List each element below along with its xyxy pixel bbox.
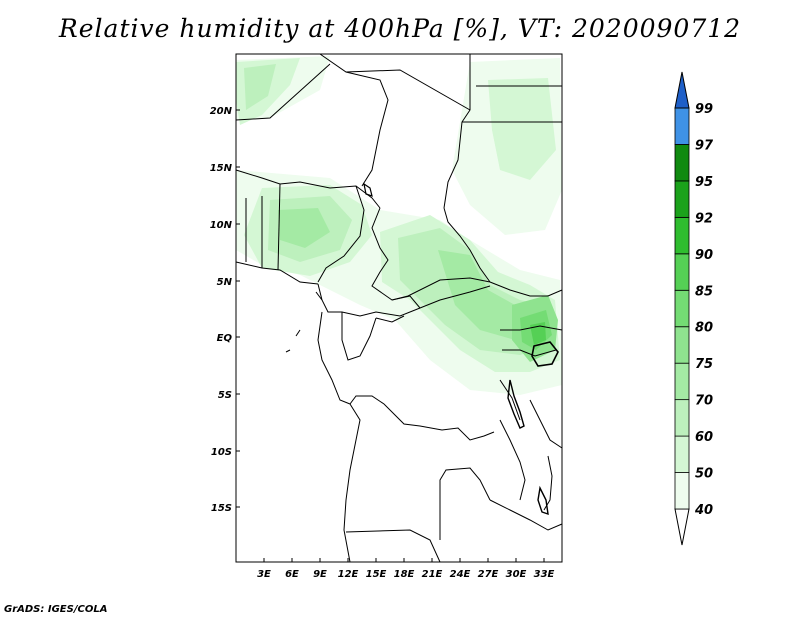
lat-label: 10N [210,220,233,231]
colorbar-label: 40 [694,503,713,518]
lon-label: 12E [338,569,359,580]
humidity-shading [236,56,562,395]
colorbar-box [674,326,690,364]
map-title: Relative humidity at 400hPa [%], VT: 202… [58,14,742,43]
colorbar-label: 95 [695,175,713,190]
lat-label: 15S [211,503,232,514]
colorbar-label: 97 [695,138,714,153]
colorbar: 40 50 60 70 75 80 85 90 92 95 97 99 [674,71,714,546]
lon-label: 9E [313,569,327,580]
colorbar-lower-arrow [674,508,690,546]
country-borders [235,53,563,563]
colorbar-label: 75 [695,357,713,372]
lon-label: 3E [257,569,271,580]
lon-labels: 3E 6E 9E 12E 15E 18E 21E 24E 27E 30E 33E [257,569,554,580]
lat-label: 5S [218,390,232,401]
colorbar-label: 50 [695,467,713,482]
lon-label: 21E [422,569,443,580]
colorbar-label: 80 [695,321,713,336]
colorbar-label: 92 [695,211,713,226]
lon-label: 18E [394,569,415,580]
colorbar-box [674,107,690,145]
colorbar-label: 85 [695,284,713,299]
lat-label: 15N [210,163,233,174]
lat-label: EQ [217,333,233,344]
colorbar-box [674,289,690,328]
lat-label: 10S [211,447,232,458]
lon-label: 15E [366,569,387,580]
lon-label: 27E [478,569,499,580]
colorbar-box [674,362,690,401]
colorbar-box [674,253,690,291]
colorbar-box [674,399,690,437]
lon-label: 24E [450,569,471,580]
colorbar-box [674,435,690,473]
colorbar-box [674,144,690,182]
colorbar-box [674,180,690,218]
lon-label: 30E [506,569,527,580]
footer-credit: GrADS: IGES/COLA [4,604,108,615]
lat-label: 5N [217,277,233,288]
colorbar-label: 99 [695,102,713,117]
colorbar-box [674,216,690,255]
lat-label: 20N [210,106,233,117]
axis-ticks [236,109,545,562]
lat-labels: 20N 15N 10N 5N EQ 5S 10S 15S [210,106,233,514]
colorbar-upper-arrow [674,71,690,109]
lon-label: 33E [534,569,555,580]
colorbar-label: 90 [695,248,713,263]
colorbar-box [674,472,690,510]
colorbar-label: 70 [695,394,713,409]
colorbar-label: 60 [695,430,713,445]
lon-label: 6E [285,569,299,580]
